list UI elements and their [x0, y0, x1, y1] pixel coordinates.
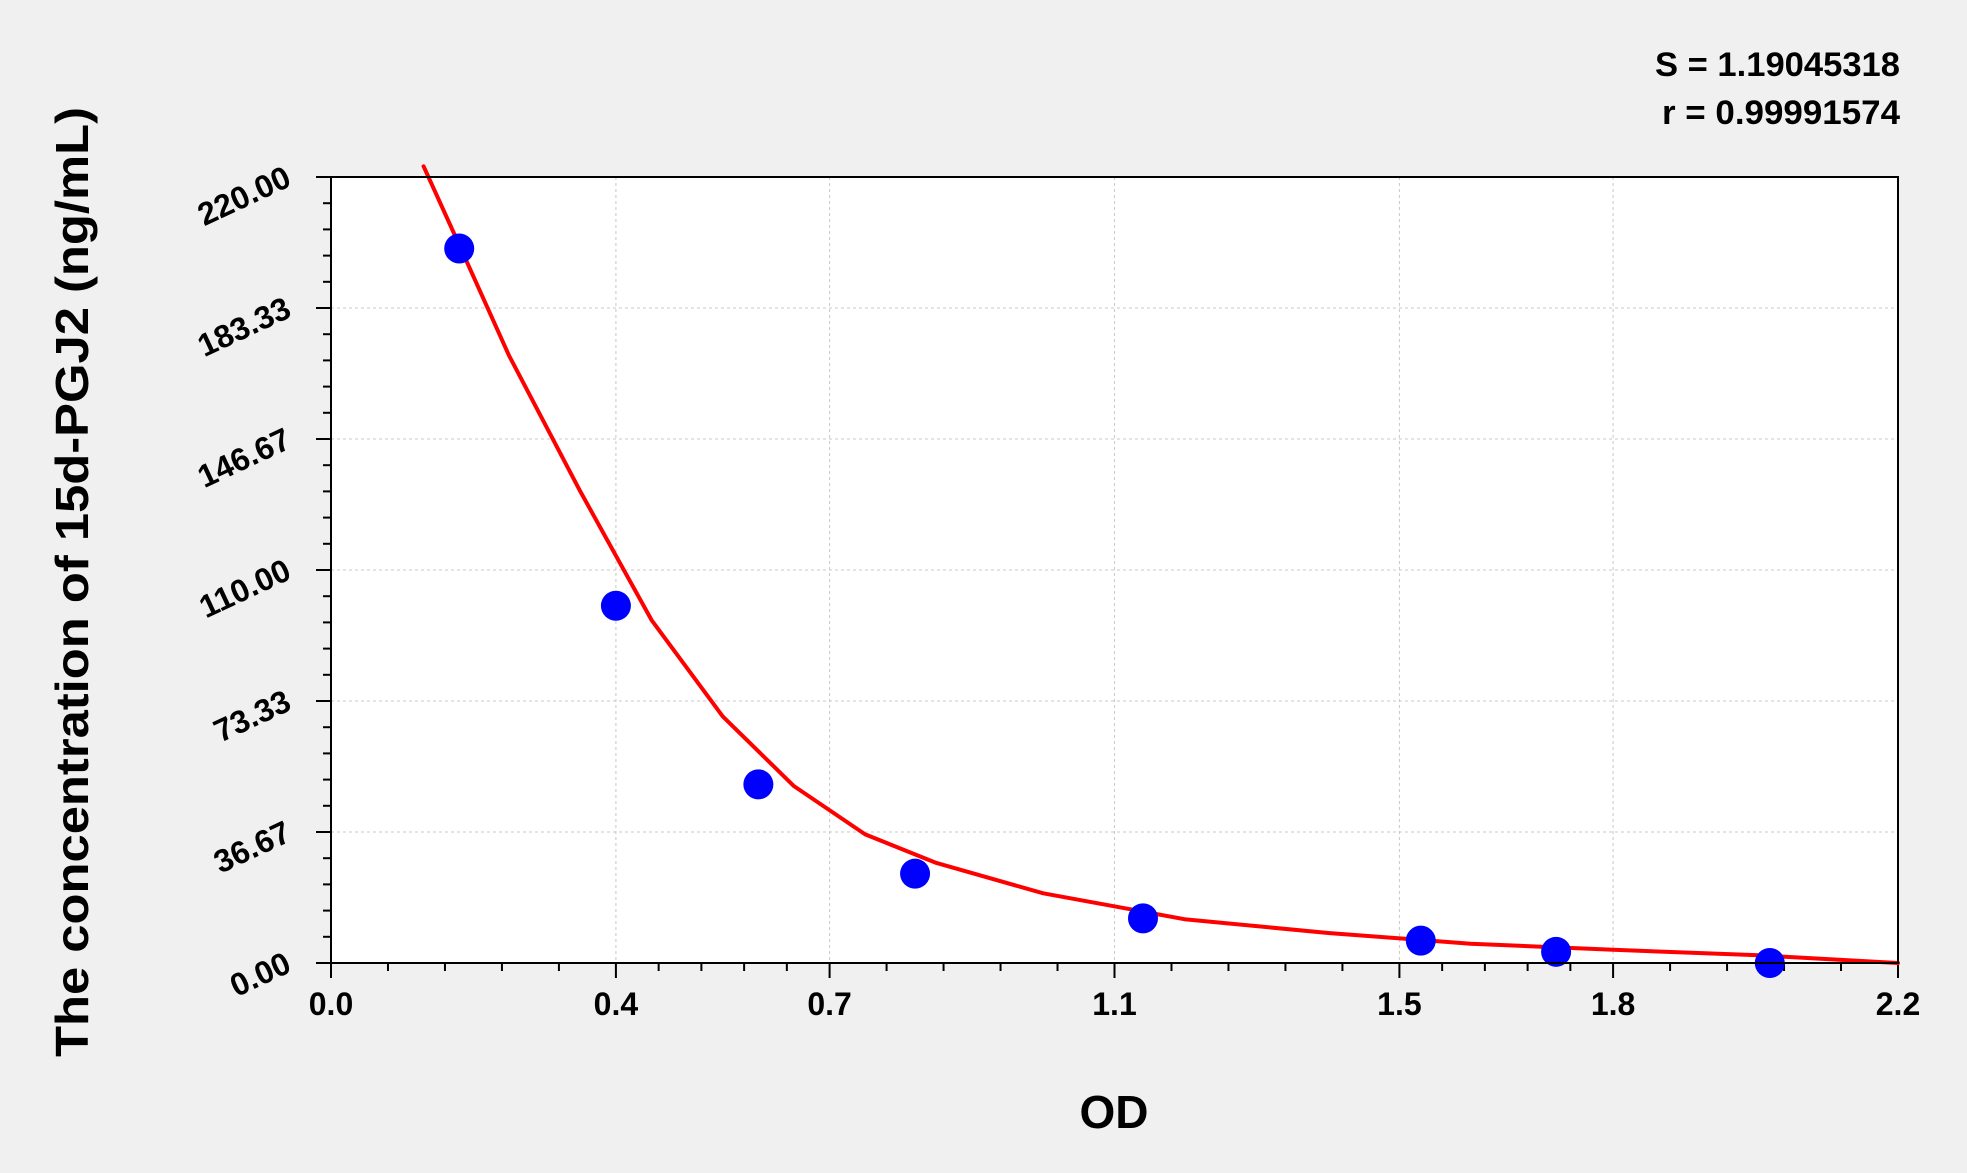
x-tick-label: 2.2 [1876, 986, 1920, 1022]
x-tick-label: 1.5 [1377, 986, 1421, 1022]
x-tick-labels: 0.0 0.4 0.7 1.1 1.5 1.8 2.2 [309, 986, 1920, 1022]
s-statistic: S = 1.19045318 [1655, 46, 1900, 84]
x-tick-label: 1.1 [1092, 986, 1136, 1022]
y-axis-title: The concentration of 15d-PGJ2 (ng/mL) [46, 107, 98, 1057]
grid [331, 177, 1898, 963]
fitted-curve [421, 164, 1900, 965]
data-point [1127, 903, 1158, 934]
r-statistic: r = 0.99991574 [1662, 94, 1900, 132]
data-point [600, 590, 631, 621]
data-point [1405, 925, 1436, 956]
minor-ticks [323, 202, 1843, 971]
data-point [900, 858, 931, 889]
data-point [444, 233, 475, 264]
x-axis-title: OD [1080, 1086, 1149, 1138]
plot-frame [330, 176, 1899, 964]
x-tick-label: 0.4 [594, 986, 639, 1022]
x-tick-label: 0.0 [309, 986, 353, 1022]
x-tick-label: 1.8 [1591, 986, 1635, 1022]
major-ticks [316, 176, 1899, 978]
x-tick-label: 0.7 [807, 986, 851, 1022]
data-point [743, 769, 774, 800]
data-point [1541, 936, 1572, 967]
series [421, 164, 1900, 978]
